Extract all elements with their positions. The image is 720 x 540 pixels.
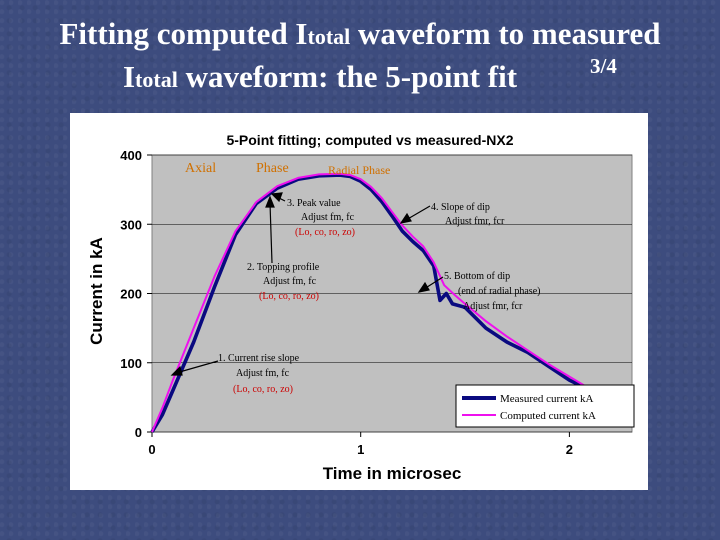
slide-number: 3/4: [590, 54, 617, 78]
annotation-arrows: [170, 192, 444, 376]
phase-labels: Axial Phase Radial Phase: [185, 161, 390, 177]
arrow-3-head: [270, 192, 283, 203]
title-subscript: total: [135, 67, 178, 92]
annotation-1-line-1: 1. Current rise slope: [218, 353, 300, 364]
legend-label-computed: Computed current kA: [500, 410, 596, 422]
annotations: 1. Current rise slope Adjust fm, fc (Lo,…: [218, 198, 540, 395]
phase-label-axial: Axial: [185, 161, 216, 176]
legend-box: [455, 384, 635, 428]
arrow-4: [405, 205, 431, 221]
annotation-5-line-3: Adjust fmr, fcr: [463, 301, 523, 312]
arrow-2-head: [265, 195, 275, 208]
slide-title: Fitting computed Itotal waveform to meas…: [0, 14, 720, 100]
y-tick-label: 200: [120, 287, 142, 302]
arrow-2: [269, 202, 273, 264]
annotation-2-line-3: (Lo, co, ro, zo): [259, 291, 319, 302]
annotation-2-line-2: Adjust fm, fc: [263, 276, 317, 287]
series-line-computed: [151, 172, 591, 433]
annotation-4-line-1: 4. Slope of dip: [431, 202, 490, 213]
title-text: Fitting computed I: [59, 16, 308, 51]
annotation-4-line-2: Adjust fmr, fcr: [445, 216, 505, 227]
arrow-1: [175, 360, 219, 374]
arrow-1-head: [170, 365, 183, 376]
title-line-1: Fitting computed Itotal waveform to meas…: [0, 14, 720, 57]
x-tick-label: 1: [357, 442, 364, 457]
title-subscript: total: [307, 24, 351, 49]
annotation-5-line-1: 5. Bottom of dip: [444, 271, 510, 282]
chart-title: 5-Point fitting; computed vs measured-NX…: [226, 132, 513, 148]
annotation-3-line-1: 3. Peak value: [287, 198, 341, 209]
phase-label-phase: Phase: [256, 161, 289, 176]
annotation-3-line-2: Adjust fm, fc: [301, 212, 355, 223]
arrow-5-head: [417, 281, 430, 293]
chart-svg: 5-Point fitting; computed vs measured-NX…: [87, 132, 635, 483]
title-line-2: Itotal waveform: the 5-point fit: [0, 57, 720, 100]
series-line-measured: [150, 173, 592, 433]
title-text: waveform: the 5-point fit: [177, 59, 518, 94]
chart-figure: 5-Point fitting; computed vs measured-NX…: [70, 113, 648, 490]
phase-label-radial: Radial Phase: [328, 163, 390, 177]
x-tick-label: 0: [148, 442, 155, 457]
x-axis-label: Time in microsec: [323, 464, 462, 483]
annotation-2-line-1: 2. Topping profile: [247, 262, 320, 273]
title-text: I: [122, 59, 136, 94]
legend: Measured current kA Computed current kA: [455, 384, 635, 428]
y-axis-label: Current in kA: [87, 237, 106, 345]
y-tick-label: 0: [135, 425, 142, 440]
annotation-1-line-2: Adjust fm, fc: [236, 368, 290, 379]
title-text: waveform to measured: [350, 16, 661, 51]
annotation-1-line-3: (Lo, co, ro, zo): [233, 384, 293, 395]
legend-label-measured: Measured current kA: [500, 393, 594, 405]
annotation-5-line-2: (end of radial phase): [458, 286, 540, 297]
y-tick-label: 400: [120, 148, 142, 163]
y-tick-label: 100: [120, 356, 142, 371]
arrow-4-head: [399, 212, 412, 224]
x-tick-label: 2: [566, 442, 573, 457]
y-tick-label: 300: [120, 217, 142, 232]
annotation-3-line-3: (Lo, co, ro, zo): [295, 227, 355, 238]
